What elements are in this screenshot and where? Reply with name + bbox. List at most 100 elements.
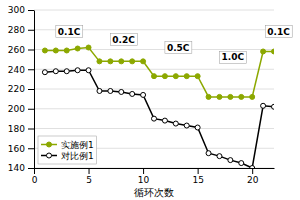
y-tick-mark [28, 148, 34, 149]
legend: 实施例1对比例1 [38, 136, 97, 164]
series-line [45, 48, 274, 97]
series-point [53, 48, 58, 53]
series-point [130, 59, 135, 64]
series-point [162, 74, 167, 79]
series [42, 68, 274, 168]
series-point [217, 154, 222, 159]
y-tick: 140 [8, 163, 34, 173]
y-grid-line [34, 168, 274, 169]
y-tick: 180 [8, 124, 34, 134]
annotation-label: 0.1C [58, 27, 81, 37]
series-point [250, 166, 255, 169]
series-point [261, 49, 266, 54]
x-tick-label: 15 [192, 175, 203, 185]
annotation-label: 0.2C [112, 35, 135, 45]
x-tick-mark [252, 168, 253, 174]
y-axis: 140 160 180 200 220 240 260 280 300 [8, 5, 35, 173]
legend-item: 实施例1 [41, 140, 94, 150]
y-tick: 240 [8, 65, 34, 75]
y-tick-label: 280 [8, 25, 25, 35]
series [42, 45, 274, 99]
annotation-box [265, 26, 292, 38]
series-point [206, 94, 211, 99]
x-tick-label: 5 [86, 175, 92, 185]
legend-swatch-marker [47, 153, 52, 158]
y-tick-mark [28, 10, 34, 11]
annotation-box [219, 51, 246, 63]
x-tick: 5 [86, 168, 92, 185]
series-point [75, 68, 80, 73]
y-tick-mark [28, 168, 34, 169]
chart: 051015201401601802002202402602803000.1C0… [0, 0, 300, 200]
series-point [162, 118, 167, 123]
plot-area: 051015201401601802002202402602803000.1C0… [8, 5, 292, 185]
series-point [42, 70, 47, 75]
series-point [228, 158, 233, 163]
y-tick-mark [28, 129, 34, 130]
annotation-box [56, 26, 83, 38]
series-point [261, 103, 266, 108]
series-point [86, 45, 91, 50]
annotation: 0.2C [110, 34, 137, 46]
series-point [97, 59, 102, 64]
series-point [239, 94, 244, 99]
series-point [130, 91, 135, 96]
y-tick-label: 140 [8, 163, 25, 173]
y-tick-label: 220 [8, 84, 25, 94]
series-point [250, 94, 255, 99]
y-tick-mark [28, 50, 34, 51]
series-point [173, 74, 178, 79]
annotation: 1.0C [219, 51, 246, 63]
y-grid-line [34, 108, 274, 109]
legend-item: 对比例1 [41, 151, 94, 161]
y-tick-mark [28, 69, 34, 70]
y-tick-label: 180 [8, 124, 25, 134]
y-grid-line [34, 10, 274, 11]
y-tick-label: 300 [8, 5, 25, 15]
y-grid-line [34, 128, 274, 129]
legend-label: 对比例1 [61, 151, 94, 161]
series-point [75, 46, 80, 51]
series-point [195, 125, 200, 130]
annotations: 0.1C 0.2C 0.5C 1.0C 0.1C [56, 26, 292, 64]
x-tick-label: 0 [32, 175, 38, 185]
series-point [119, 59, 124, 64]
series-point [108, 88, 113, 93]
grid [34, 10, 274, 168]
series-point [64, 48, 69, 53]
y-tick: 280 [8, 25, 34, 35]
y-tick-label: 240 [8, 65, 25, 75]
annotation-label: 0.5C [167, 43, 190, 53]
x-axis-label: 循环次数 [134, 187, 174, 198]
x-axis-line [35, 168, 275, 169]
x-tick-label: 10 [138, 175, 150, 185]
y-tick-label: 200 [8, 104, 25, 114]
series-point [42, 48, 47, 53]
x-tick: 0 [32, 168, 38, 185]
y-tick-label: 160 [8, 144, 25, 154]
annotation-box [110, 34, 137, 46]
x-tick-mark [34, 168, 35, 174]
y-tick: 300 [8, 5, 34, 15]
x-tick-mark [143, 168, 144, 174]
legend-label: 实施例1 [61, 140, 94, 150]
y-grid-line [34, 89, 274, 90]
series-point [152, 74, 157, 79]
x-tick: 10 [138, 168, 150, 185]
annotation: 0.5C [165, 42, 192, 54]
annotation-label: 0.1C [267, 27, 290, 37]
series-point [173, 121, 178, 126]
series-point [64, 69, 69, 74]
marks [42, 45, 274, 168]
y-tick-mark [28, 30, 34, 31]
series-point [53, 69, 58, 74]
y-tick: 260 [8, 45, 34, 55]
x-tick: 20 [247, 168, 259, 185]
series-point [239, 161, 244, 166]
series-point [217, 94, 222, 99]
y-tick-mark [28, 109, 34, 110]
x-axis: 0 5 10 15 20 [32, 168, 275, 185]
series-point [195, 74, 200, 79]
series-point [119, 89, 124, 94]
series-point [272, 104, 275, 109]
